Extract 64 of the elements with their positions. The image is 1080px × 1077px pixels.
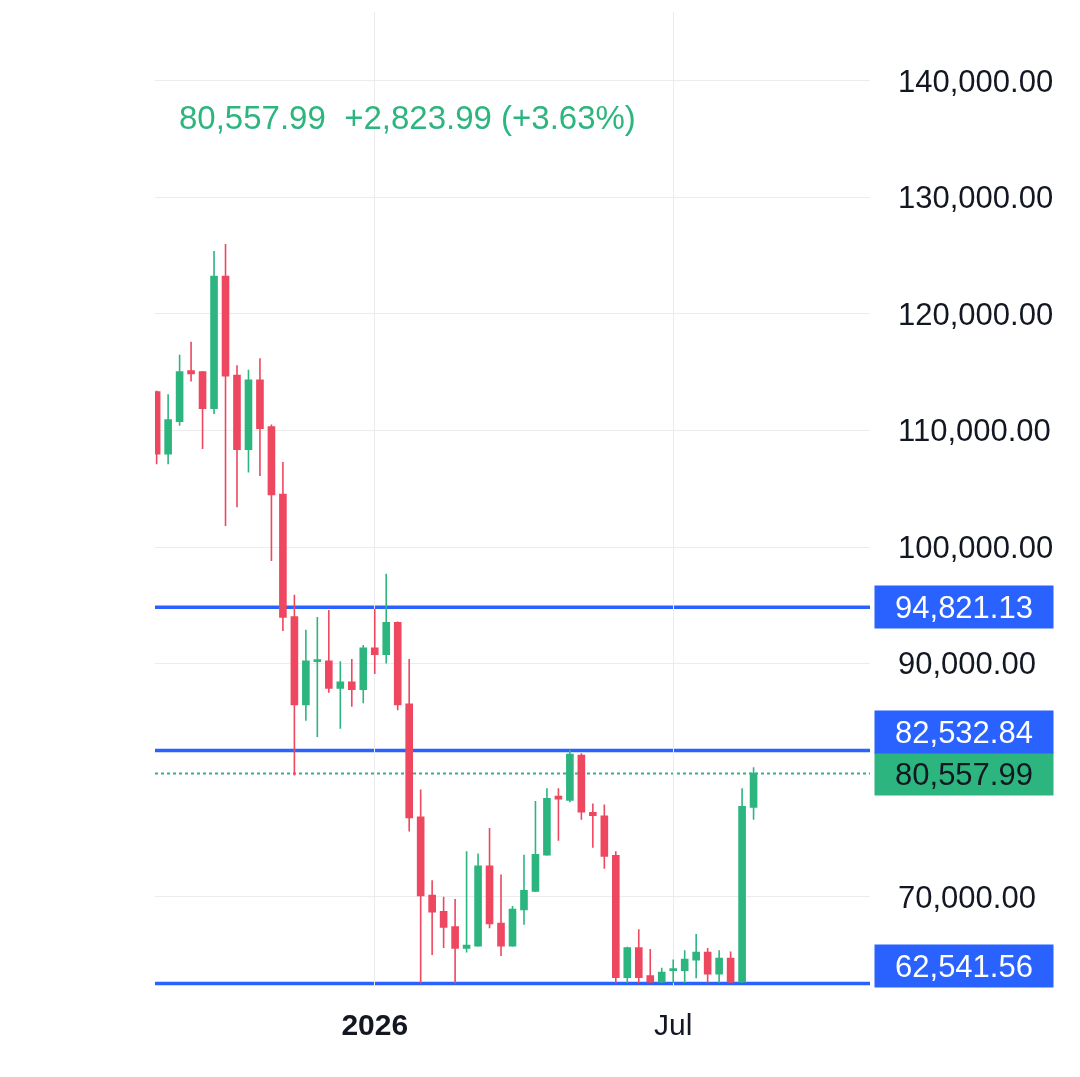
x-tick-label: 2026: [341, 1008, 409, 1041]
candlestick: [233, 364, 241, 509]
candlestick: [612, 850, 620, 984]
candlestick: [325, 609, 333, 694]
candlestick: [439, 895, 448, 949]
candlestick: [738, 787, 746, 984]
ref-line-label: 80,557.99: [895, 756, 1033, 792]
candlestick: [382, 573, 391, 665]
candlestick: [497, 873, 505, 957]
candlestick: [508, 905, 517, 948]
y-tick-label: 130,000.00: [898, 180, 1054, 216]
candlestick: [485, 827, 494, 929]
candlestick: [451, 898, 459, 985]
ref-line-label: 94,821.13: [895, 589, 1033, 625]
candlestick: [313, 616, 322, 738]
candlestick: [302, 628, 310, 722]
ref-line-label: 82,532.84: [895, 714, 1033, 750]
candlestick: [405, 658, 413, 833]
candlestick: [726, 950, 735, 984]
candlestick: [370, 607, 379, 675]
y-tick-label: 110,000.00: [898, 413, 1051, 449]
candlestick: [474, 852, 482, 948]
y-tick-label: 100,000.00: [898, 529, 1054, 565]
candlestick: [428, 879, 436, 956]
candlestick: [657, 966, 666, 984]
candlestick: [347, 658, 356, 708]
y-tick-label: 120,000.00: [898, 296, 1054, 332]
candlestick: [244, 369, 253, 474]
candlestick: [462, 850, 471, 954]
x-tick-label: Jul: [654, 1008, 693, 1041]
text: 80,557.99 +2,823.99 (+3.63%): [179, 99, 636, 136]
candlestick: [669, 958, 678, 984]
candlestick: [393, 620, 402, 711]
candlestick: [634, 928, 643, 984]
candlestick: [623, 945, 632, 984]
candlestick: [646, 948, 655, 984]
candlestick: [336, 660, 345, 730]
y-tick-label: 140,000.00: [898, 63, 1054, 99]
candlestick: [279, 461, 287, 632]
candlestick: [554, 787, 563, 842]
candlestick: [692, 933, 700, 980]
candlestick: [221, 243, 230, 527]
candlestick: [680, 949, 689, 984]
candlestick: [359, 644, 368, 704]
candlestick: [187, 341, 195, 383]
candlestick: [600, 803, 609, 870]
ref-line-label: 62,541.56: [895, 948, 1033, 984]
candlestick: [416, 788, 425, 985]
candlestick: [589, 802, 597, 849]
candlestick: [703, 947, 712, 984]
candlestick: [175, 353, 184, 427]
y-tick-label: 70,000.00: [898, 879, 1036, 915]
candlestick: [543, 787, 551, 857]
candlestick: [577, 752, 586, 821]
candlestick: [198, 370, 207, 450]
candlestick: [715, 949, 723, 984]
candlestick: [256, 357, 264, 477]
candlestick: [164, 393, 172, 466]
candlestick: [520, 853, 528, 926]
y-tick-label: 90,000.00: [898, 646, 1036, 682]
candlestick: [290, 593, 299, 777]
candlestick: [531, 800, 540, 893]
candlestick: [210, 250, 218, 415]
candlestick: [267, 423, 276, 562]
